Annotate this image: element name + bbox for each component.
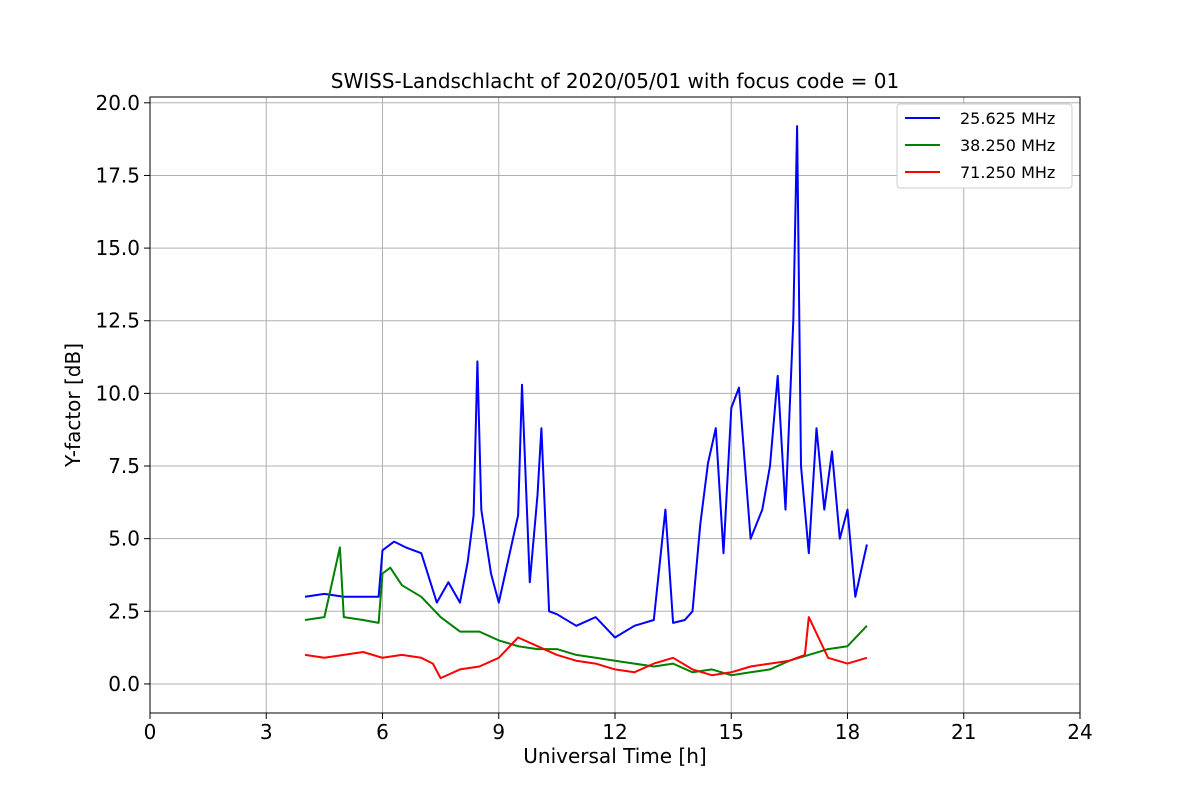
series-line-2 [304, 546, 868, 677]
x-tick-label: 24 [1067, 720, 1092, 744]
y-tick-label: 5.0 [108, 527, 140, 551]
plot-area [149, 96, 1081, 714]
x-axis-label: Universal Time [h] [523, 744, 706, 768]
x-tick-label: 12 [602, 720, 627, 744]
series-line-1 [304, 125, 868, 639]
legend-label-series-3: 71.250 MHz [960, 163, 1055, 182]
y-tick-label: 7.5 [108, 454, 140, 478]
x-tick-label: 0 [144, 720, 157, 744]
series-line-3 [304, 616, 868, 680]
y-axis-label: Y-factor [dB] [61, 343, 85, 468]
x-tick-label: 18 [835, 720, 860, 744]
y-axis-ticks: 0.0 2.5 5.0 7.5 10.0 12.5 15.0 17.5 20.0 [95, 91, 150, 696]
x-tick-label: 6 [376, 720, 389, 744]
y-tick-label: 20.0 [95, 91, 140, 115]
y-tick-label: 12.5 [95, 309, 140, 333]
y-tick-label: 17.5 [95, 163, 140, 187]
y-tick-label: 0.0 [108, 672, 140, 696]
series-lines [304, 125, 868, 680]
legend-label-series-2: 38.250 MHz [960, 136, 1055, 155]
y-tick-label: 15.0 [95, 236, 140, 260]
chart-title: SWISS-Landschlacht of 2020/05/01 with fo… [331, 69, 899, 93]
legend-label-series-1: 25.625 MHz [960, 109, 1055, 128]
x-axis-ticks: 0 3 6 9 12 15 18 21 24 [144, 713, 1093, 744]
x-tick-label: 3 [260, 720, 273, 744]
x-tick-label: 9 [492, 720, 505, 744]
x-tick-label: 21 [951, 720, 976, 744]
y-tick-label: 10.0 [95, 381, 140, 405]
y-tick-label: 2.5 [108, 599, 140, 623]
legend-box [896, 103, 1073, 189]
legend: 25.625 MHz 38.250 MHz 71.250 MHz [896, 103, 1073, 189]
x-tick-label: 15 [719, 720, 744, 744]
